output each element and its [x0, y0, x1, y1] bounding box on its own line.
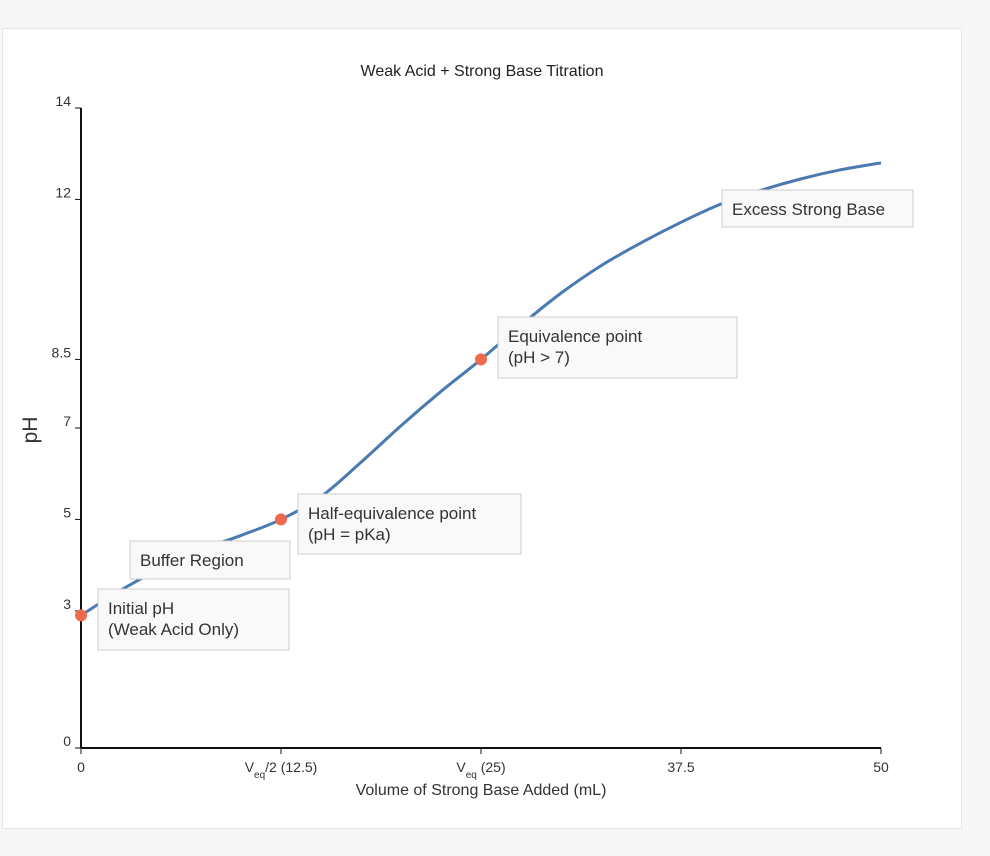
annotation-text: Buffer Region	[140, 551, 244, 570]
chart-card: Weak Acid + Strong Base Titration 0 3 5 7 8.…	[2, 28, 962, 829]
annotation-background	[721, 189, 914, 228]
annotation-background	[97, 588, 290, 651]
x-tick-label: 50	[873, 759, 889, 775]
annotation-box: Buffer Region	[129, 540, 291, 580]
key-point-marker	[75, 609, 87, 622]
y-axis-label: pH	[19, 417, 42, 444]
chart-svg: Weak Acid + Strong Base Titration 0 3 5 7 8.…	[19, 63, 914, 799]
y-tick-label: 14	[55, 93, 71, 109]
annotation-box: Equivalence point (pH > 7)	[497, 316, 738, 379]
x-axis-label: Volume of Strong Base Added (mL)	[356, 782, 607, 799]
y-tick-label: 0	[63, 733, 71, 749]
y-tick-label: 12	[55, 184, 71, 200]
annotation-text: Half-equivalence point	[308, 504, 476, 523]
y-tick-label: 8.5	[52, 344, 72, 360]
annotation-box: Half-equivalence point (pH = pKa)	[297, 493, 522, 555]
annotation-box: Excess Strong Base	[721, 189, 914, 228]
plot-area: 0 3 5 7 8.5 12 14 0 Veq/2 (12.5) Veq (25) 37.5 50 In…	[52, 93, 914, 781]
y-tick-label: 3	[63, 596, 71, 612]
annotation-text: Equivalence point	[508, 327, 642, 346]
x-tick-label: Veq/2 (12.5)	[245, 759, 318, 781]
x-tick-label: 0	[77, 759, 85, 775]
annotation-background	[497, 316, 738, 379]
chart-title: Weak Acid + Strong Base Titration	[361, 63, 604, 80]
annotation-text: (pH > 7)	[508, 348, 570, 367]
x-tick-label: Veq (25)	[456, 759, 505, 781]
annotation-background	[129, 540, 291, 580]
annotation-text: Excess Strong Base	[732, 200, 885, 219]
annotation-background	[297, 493, 522, 555]
x-tick-label: 37.5	[667, 759, 694, 775]
y-tick-label: 5	[63, 504, 71, 520]
annotation-text: Initial pH	[108, 599, 174, 618]
y-tick-label: 7	[63, 413, 71, 429]
annotation-text: (pH = pKa)	[308, 525, 391, 544]
key-point-marker	[475, 353, 487, 366]
annotation-text: (Weak Acid Only)	[108, 620, 239, 639]
key-point-marker	[275, 513, 287, 526]
annotation-box: Initial pH (Weak Acid Only)	[97, 588, 290, 651]
